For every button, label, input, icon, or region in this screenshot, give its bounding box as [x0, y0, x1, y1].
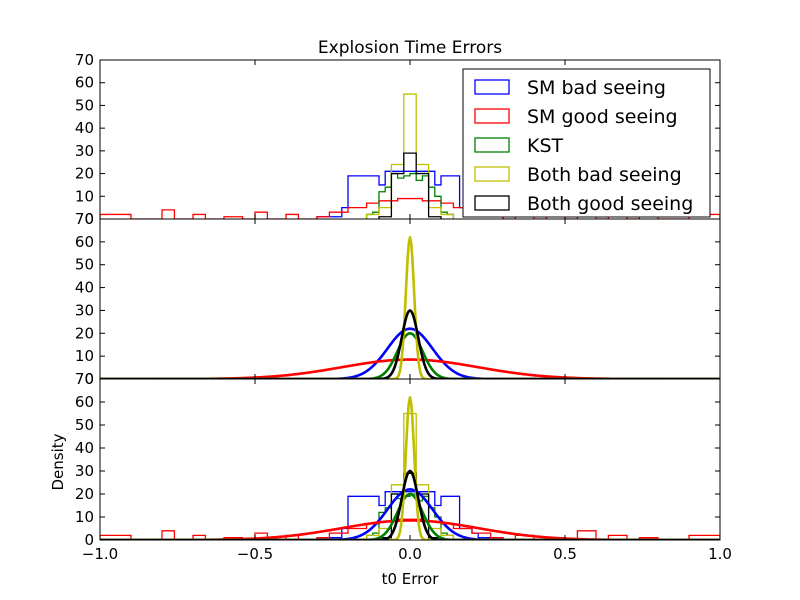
gaussian-fit-both-good-seeing-middle [100, 309, 720, 379]
panel-middle-plot-area [100, 235, 720, 379]
histogram-both-bad-seeing-top [365, 93, 455, 219]
gaussian-fit-sm-bad-seeing-middle [100, 327, 720, 379]
y-tick-label-middle-1: 10 [75, 347, 94, 365]
y-tick-label-top-0: 0 [84, 210, 94, 228]
y-tick-label-bottom-0: 0 [84, 531, 94, 549]
histogram-both-good-seeing-top [378, 152, 442, 219]
legend-swatch-sm-good-seeing [474, 108, 510, 124]
y-tick-label-middle-5: 50 [75, 256, 94, 274]
legend-label-both-bad-seeing: Both bad seeing [527, 164, 682, 186]
y-tick-label-top-2: 20 [75, 165, 94, 183]
y-tick-label-bottom-5: 50 [75, 416, 94, 434]
gaussian-fit-both-good-seeing-bottom [100, 469, 720, 540]
x-tick-label-1: −0.5 [237, 545, 273, 563]
y-tick-label-top-3: 30 [75, 142, 94, 160]
y-tick-label-bottom-4: 40 [75, 439, 94, 457]
legend-label-sm-good-seeing: SM good seeing [527, 106, 678, 128]
y-tick-label-top-7: 70 [75, 51, 94, 69]
legend-swatch-sm-bad-seeing [474, 79, 510, 95]
legend-label-both-good-seeing: Both good seeing [527, 193, 693, 215]
gaussian-fit-kst-bottom [100, 492, 720, 540]
legend-swatch-kst [474, 137, 510, 153]
gaussian-fit-both-bad-seeing-bottom [100, 396, 720, 540]
y-tick-label-middle-0: 0 [84, 370, 94, 388]
y-tick-label-middle-7: 70 [75, 210, 94, 228]
y-tick-label-middle-2: 20 [75, 324, 94, 342]
legend-swatch-both-good-seeing [474, 195, 510, 211]
y-axis-label: Density [49, 433, 67, 490]
x-axis-label: t0 Error [382, 570, 440, 588]
y-tick-label-bottom-6: 60 [75, 393, 94, 411]
gaussian-fit-sm-bad-seeing-bottom [100, 488, 720, 540]
y-tick-label-bottom-1: 10 [75, 508, 94, 526]
histogram-both-bad-seeing-bottom [365, 412, 455, 540]
x-tick-label-3: 0.5 [553, 545, 577, 563]
x-tick-label-2: 0.0 [398, 545, 422, 563]
chart-title: Explosion Time Errors [318, 38, 502, 58]
y-tick-label-top-5: 50 [75, 96, 94, 114]
y-tick-label-bottom-7: 70 [75, 370, 94, 388]
panel-bottom-plot-area [100, 396, 720, 540]
y-tick-label-bottom-3: 30 [75, 462, 94, 480]
legend-label-kst: KST [527, 135, 564, 157]
legend-label-sm-bad-seeing: SM bad seeing [527, 77, 666, 99]
legend-swatch-both-bad-seeing [474, 166, 510, 182]
y-tick-label-top-4: 40 [75, 119, 94, 137]
y-tick-label-bottom-2: 20 [75, 485, 94, 503]
histogram-sm-good-seeing-top [100, 197, 720, 219]
y-tick-label-middle-6: 60 [75, 233, 94, 251]
y-tick-label-middle-4: 40 [75, 279, 94, 297]
y-tick-label-middle-3: 30 [75, 301, 94, 319]
x-tick-label-0: −1.0 [82, 545, 118, 563]
gaussian-fit-kst-middle [100, 331, 720, 379]
y-tick-label-top-1: 10 [75, 187, 94, 205]
x-tick-label-4: 1.0 [708, 545, 732, 563]
histogram-kst-top [365, 172, 455, 219]
gaussian-fit-both-bad-seeing-middle [100, 235, 720, 379]
y-tick-label-top-6: 60 [75, 74, 94, 92]
